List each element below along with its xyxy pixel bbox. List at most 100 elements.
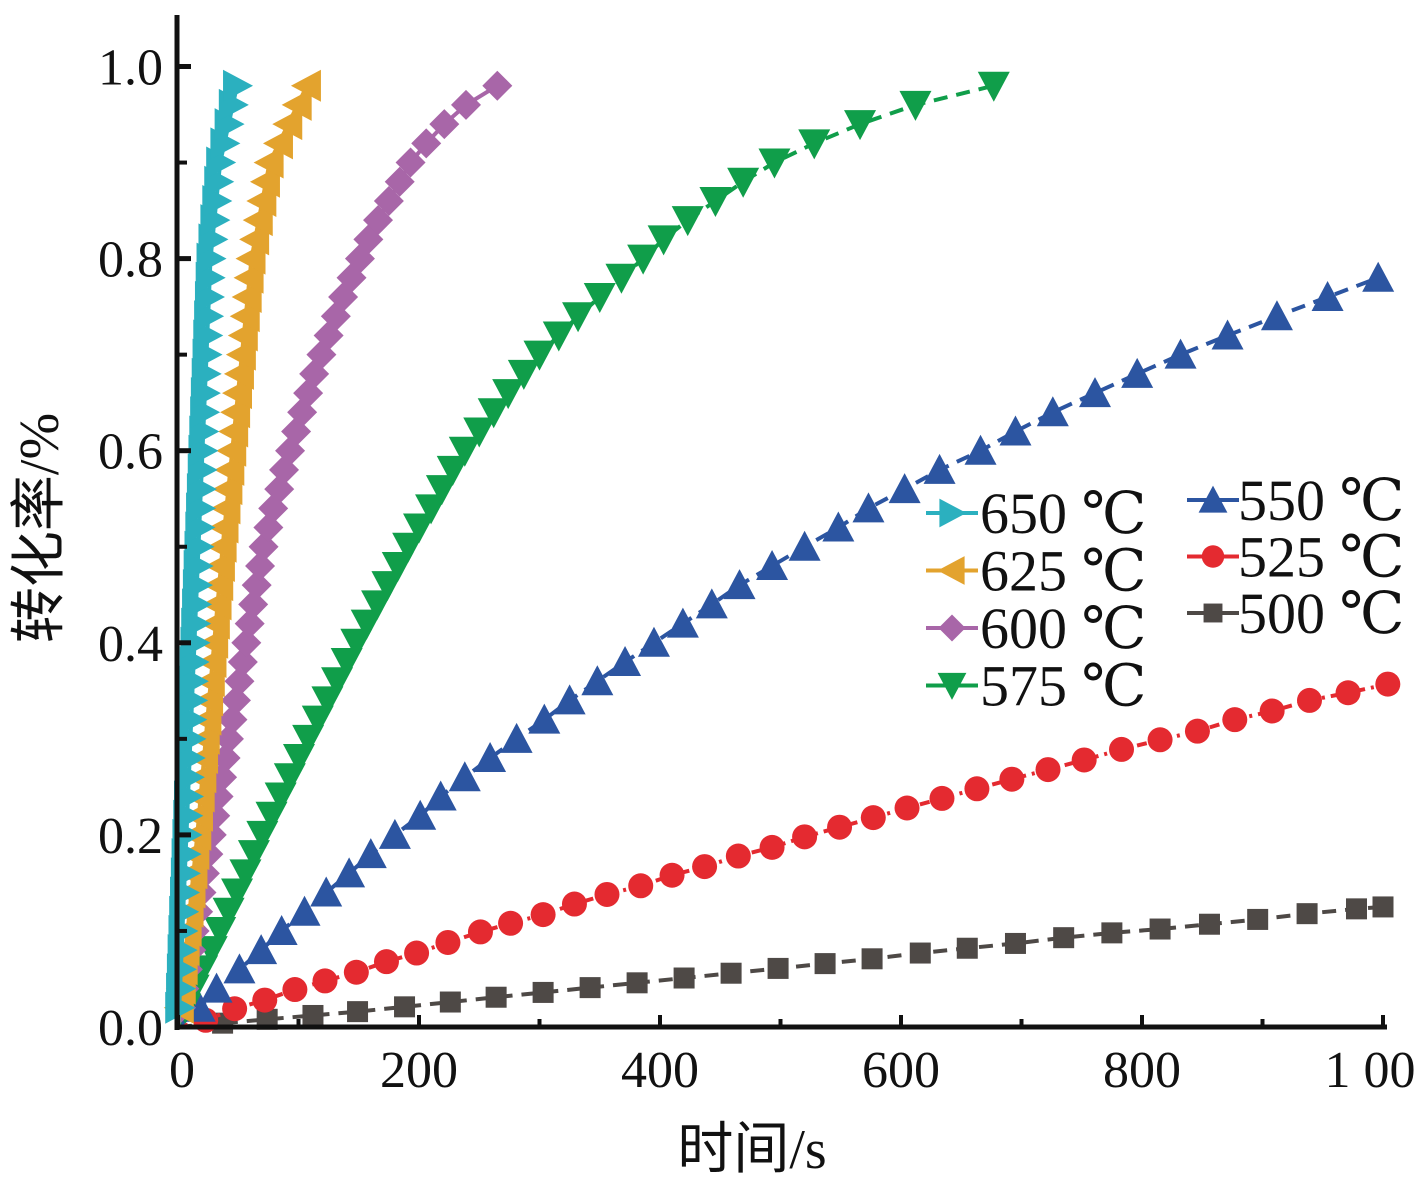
data-point <box>1053 927 1075 949</box>
data-point <box>1109 736 1135 762</box>
data-point <box>482 70 513 101</box>
data-point <box>1296 903 1318 925</box>
data-point <box>720 962 742 984</box>
data-point <box>220 396 251 429</box>
data-point <box>378 818 411 849</box>
data-point <box>758 148 791 179</box>
data-point <box>241 570 272 601</box>
data-point <box>216 434 247 467</box>
data-point <box>532 981 554 1003</box>
data-point <box>227 319 258 352</box>
data-point <box>220 685 251 716</box>
data-point <box>302 1004 324 1026</box>
legend-marker-icon <box>937 556 965 585</box>
y-tick-label: 0.8 <box>98 232 163 289</box>
data-point <box>827 814 853 840</box>
data-point <box>999 766 1025 792</box>
data-point <box>894 795 920 821</box>
x-tick-label: 800 <box>1103 1042 1181 1099</box>
data-point <box>956 937 978 959</box>
data-point <box>249 165 280 198</box>
data-point <box>1296 687 1322 713</box>
data-point <box>562 302 595 333</box>
data-point <box>233 261 264 294</box>
data-point <box>214 453 245 486</box>
data-point <box>212 473 243 506</box>
data-point <box>1101 922 1123 944</box>
data-point <box>723 569 756 600</box>
data-point <box>350 609 383 640</box>
series-500c <box>177 896 1394 1034</box>
data-point <box>485 986 507 1008</box>
data-point <box>239 223 270 256</box>
data-point <box>290 69 321 102</box>
data-point <box>500 722 533 753</box>
data-point <box>210 492 241 525</box>
data-point <box>1259 698 1285 724</box>
data-point <box>361 590 394 621</box>
data-point <box>1035 757 1061 783</box>
data-point <box>1362 261 1395 292</box>
data-point <box>909 942 931 964</box>
data-point <box>964 776 990 802</box>
data-point <box>343 959 369 985</box>
data-point <box>373 949 399 975</box>
data-point <box>767 957 789 979</box>
legend-item: 600 ℃ <box>926 596 1146 661</box>
data-point <box>673 967 695 989</box>
data-point <box>628 873 654 899</box>
legend-item: 500 ℃ <box>1187 581 1404 646</box>
y-tick-label: 0.0 <box>98 1000 163 1057</box>
data-point <box>929 785 955 811</box>
axes: 0.0 0.2 0.4 0.6 0.8 1.0 0 200 400 600 800 1 000 <box>98 15 1417 1099</box>
series-525c <box>177 671 1401 1033</box>
data-point <box>231 281 262 314</box>
legend-label: 550 ℃ <box>1238 468 1404 533</box>
data-point <box>229 300 260 333</box>
data-point <box>637 626 670 657</box>
legend-label: 650 ℃ <box>980 481 1146 546</box>
data-point <box>923 453 956 484</box>
legend-marker-icon <box>938 614 966 642</box>
data-point <box>424 780 457 811</box>
y-ticks: 0.0 0.2 0.4 0.6 0.8 1.0 <box>98 40 191 1057</box>
legend-label: 625 ℃ <box>980 539 1146 604</box>
legend-marker-icon <box>1203 603 1223 623</box>
data-point <box>999 415 1032 446</box>
data-point <box>553 684 586 715</box>
data-point <box>528 703 561 734</box>
data-point <box>411 128 442 159</box>
data-point <box>206 530 237 563</box>
data-point <box>392 532 425 563</box>
series-layer <box>163 69 1401 1034</box>
data-point <box>725 843 751 869</box>
series-line <box>176 83 995 1028</box>
data-point <box>208 511 239 544</box>
data-point <box>415 494 448 525</box>
data-point <box>699 186 732 217</box>
data-point <box>1164 338 1197 369</box>
data-point <box>288 895 321 926</box>
data-point <box>542 321 575 352</box>
data-point <box>227 647 258 678</box>
legend-marker-icon <box>937 672 967 700</box>
data-point <box>579 977 601 999</box>
data-point <box>964 434 997 465</box>
data-point <box>844 110 877 141</box>
legend-label: 600 ℃ <box>980 596 1146 661</box>
legend-item: 650 ℃ <box>926 481 1146 546</box>
data-point <box>583 283 616 314</box>
data-point <box>231 627 262 658</box>
data-point <box>404 940 430 966</box>
data-point <box>333 857 366 888</box>
data-point <box>448 436 481 467</box>
data-point <box>888 473 921 504</box>
data-point <box>861 948 883 970</box>
data-point <box>1071 747 1097 773</box>
data-point <box>695 588 728 619</box>
data-point <box>222 377 253 410</box>
data-point <box>498 910 524 936</box>
data-point <box>394 996 416 1018</box>
data-point <box>223 357 254 390</box>
